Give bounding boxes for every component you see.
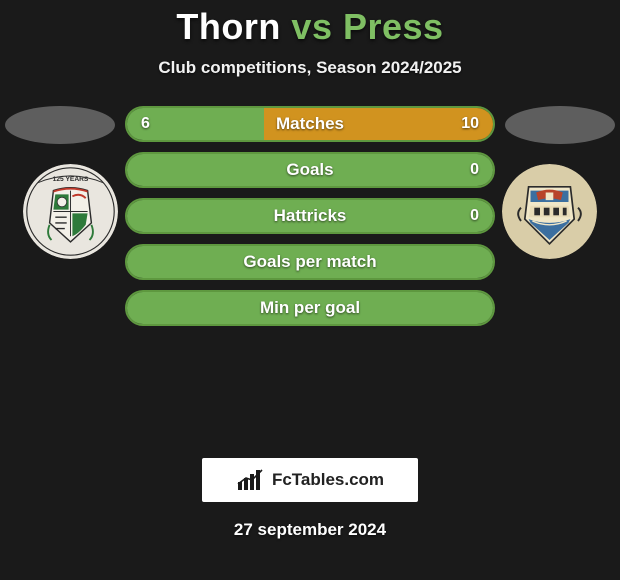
- bar-fill-left: [127, 154, 493, 186]
- bar-fill-right: [264, 108, 493, 140]
- bar-value-right: 0: [470, 207, 479, 225]
- club-crest-left: 125 YEARS: [23, 164, 118, 259]
- bar-value-right: 10: [461, 115, 479, 133]
- bar-value-left: 6: [141, 115, 150, 133]
- bar-fill-left: [127, 200, 493, 232]
- stat-bar: Goals per match: [125, 244, 495, 280]
- subtitle: Club competitions, Season 2024/2025: [0, 58, 620, 78]
- bar-chart-icon: [236, 468, 266, 492]
- brand-badge: FcTables.com: [202, 458, 418, 502]
- stat-bar: Matches610: [125, 106, 495, 142]
- svg-text:125 YEARS: 125 YEARS: [53, 176, 89, 183]
- date-label: 27 september 2024: [0, 520, 620, 540]
- stat-bar: Min per goal: [125, 290, 495, 326]
- stat-bars: Matches610Goals0Hattricks0Goals per matc…: [125, 106, 495, 326]
- bar-fill-left: [127, 246, 493, 278]
- page-title: Thorn vs Press: [0, 6, 620, 48]
- title-right: Press: [343, 6, 444, 47]
- stat-bar: Goals0: [125, 152, 495, 188]
- crest-left-icon: 125 YEARS: [23, 164, 118, 259]
- bar-value-right: 0: [470, 161, 479, 179]
- brand-text: FcTables.com: [272, 470, 384, 490]
- title-vs: vs: [291, 6, 332, 47]
- comparison-area: 125 YEARS: [0, 106, 620, 446]
- crest-right-icon: [502, 164, 597, 259]
- player-silhouette-left: [5, 106, 115, 144]
- club-crest-right: [502, 164, 597, 259]
- stat-bar: Hattricks0: [125, 198, 495, 234]
- title-left: Thorn: [176, 6, 280, 47]
- bar-fill-left: [127, 292, 493, 324]
- player-silhouette-right: [505, 106, 615, 144]
